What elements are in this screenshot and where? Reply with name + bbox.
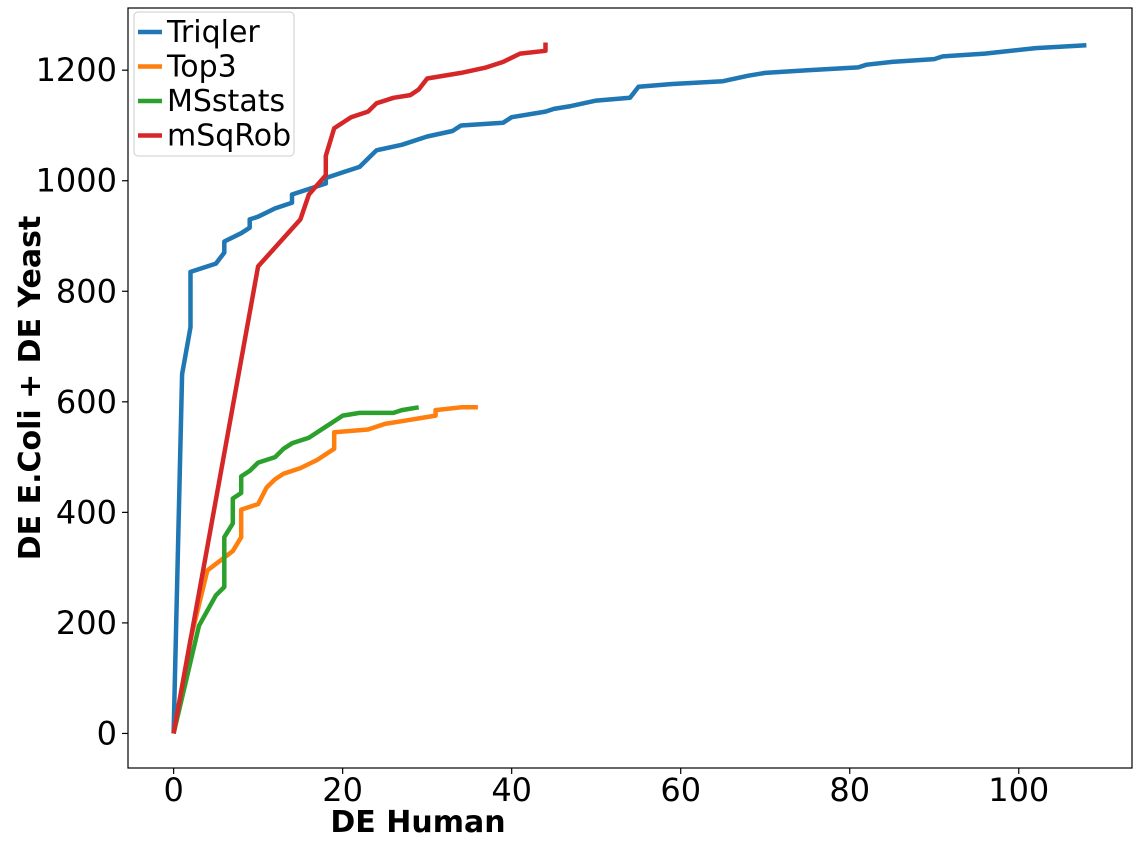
- series-line-top3: [171, 405, 478, 734]
- y-tick-label: 1200: [36, 51, 117, 89]
- y-tick-label: 800: [56, 272, 117, 310]
- y-tick-label: 400: [56, 493, 117, 531]
- x-tick-label: 60: [660, 771, 701, 809]
- legend-box: [133, 11, 295, 157]
- series-line-msqrob: [171, 42, 548, 734]
- series-layer: [171, 42, 1087, 735]
- y-tick-label: 200: [56, 604, 117, 642]
- legend-label: Triqler: [166, 15, 260, 50]
- x-axis-label: DE Human: [330, 805, 505, 840]
- series-line-triqler: [171, 43, 1087, 734]
- legend-label: Top3: [166, 50, 237, 85]
- x-tick-label: 100: [988, 771, 1049, 809]
- y-axis-label: DE E.Coli + DE Yeast: [13, 216, 48, 561]
- legend-label: MSstats: [167, 84, 285, 119]
- legend-label: mSqRob: [167, 119, 291, 154]
- x-tick-label: 40: [491, 771, 532, 809]
- y-tick-label: 1000: [36, 162, 117, 200]
- x-axis: 0 20 40 60 80 100: [163, 768, 1049, 809]
- y-tick-label: 0: [97, 714, 117, 752]
- x-tick-label: 20: [322, 771, 363, 809]
- y-axis: 0 200 400 600 800 1000 1200: [36, 51, 128, 752]
- x-tick-label: 0: [163, 771, 183, 809]
- x-tick-label: 80: [829, 771, 870, 809]
- y-tick-label: 600: [56, 383, 117, 421]
- series-line-msstats: [171, 405, 420, 735]
- plot-area: [127, 7, 1133, 769]
